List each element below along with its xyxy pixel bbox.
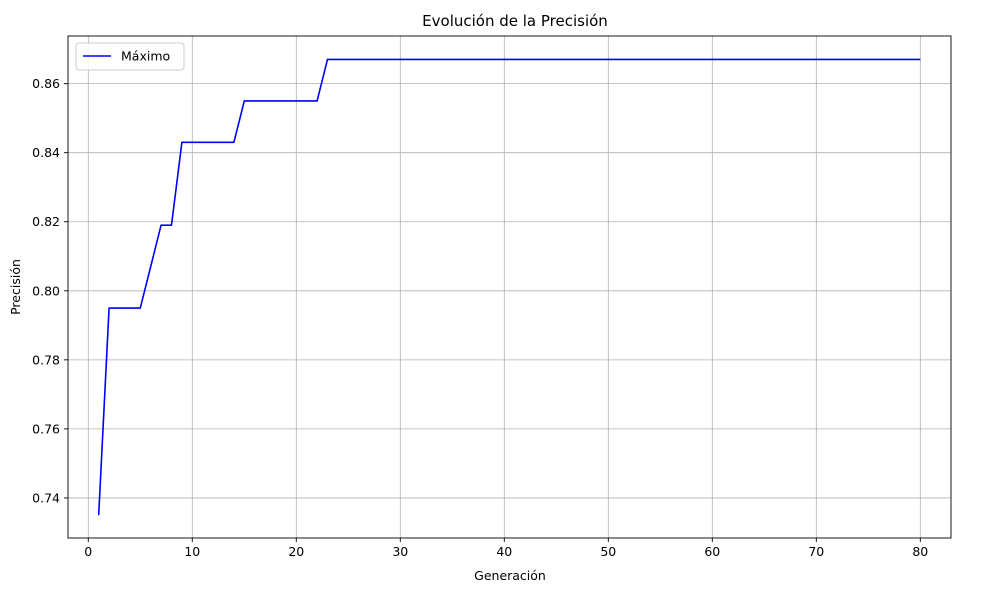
legend: Máximo	[75, 42, 185, 71]
y-tick-label: 0.74	[32, 490, 60, 505]
x-tick-label: 20	[288, 544, 304, 559]
series-line-maximo	[97, 58, 921, 516]
y-tick-label: 0.84	[32, 145, 60, 160]
x-tick-label: 70	[808, 544, 824, 559]
x-axis-label: Generación	[474, 568, 546, 583]
y-axis-label: Precisión	[8, 259, 23, 315]
x-tick-label: 80	[912, 544, 928, 559]
series-layer	[97, 58, 921, 516]
y-tick-label: 0.76	[32, 421, 60, 436]
x-tick-label: 50	[600, 544, 616, 559]
y-tick-label: 0.86	[32, 76, 60, 91]
x-axis: 0 10 20 30 40 50 60 70 80	[84, 538, 928, 559]
y-tick-label: 0.80	[32, 283, 60, 298]
x-tick-label: 10	[184, 544, 200, 559]
grid-lines	[68, 36, 951, 538]
legend-label-maximo: Máximo	[121, 49, 170, 64]
legend-box	[75, 42, 185, 71]
y-tick-label: 0.78	[32, 352, 60, 367]
x-tick-label: 60	[704, 544, 720, 559]
chart-title: Evolución de la Precisión	[422, 12, 608, 30]
x-tick-label: 30	[392, 544, 408, 559]
x-tick-label: 0	[84, 544, 92, 559]
plot-frame	[67, 35, 952, 539]
y-tick-label: 0.82	[32, 214, 60, 229]
x-tick-label: 40	[496, 544, 512, 559]
y-axis: 0.74 0.76 0.78 0.80 0.82 0.84 0.86	[32, 76, 68, 505]
